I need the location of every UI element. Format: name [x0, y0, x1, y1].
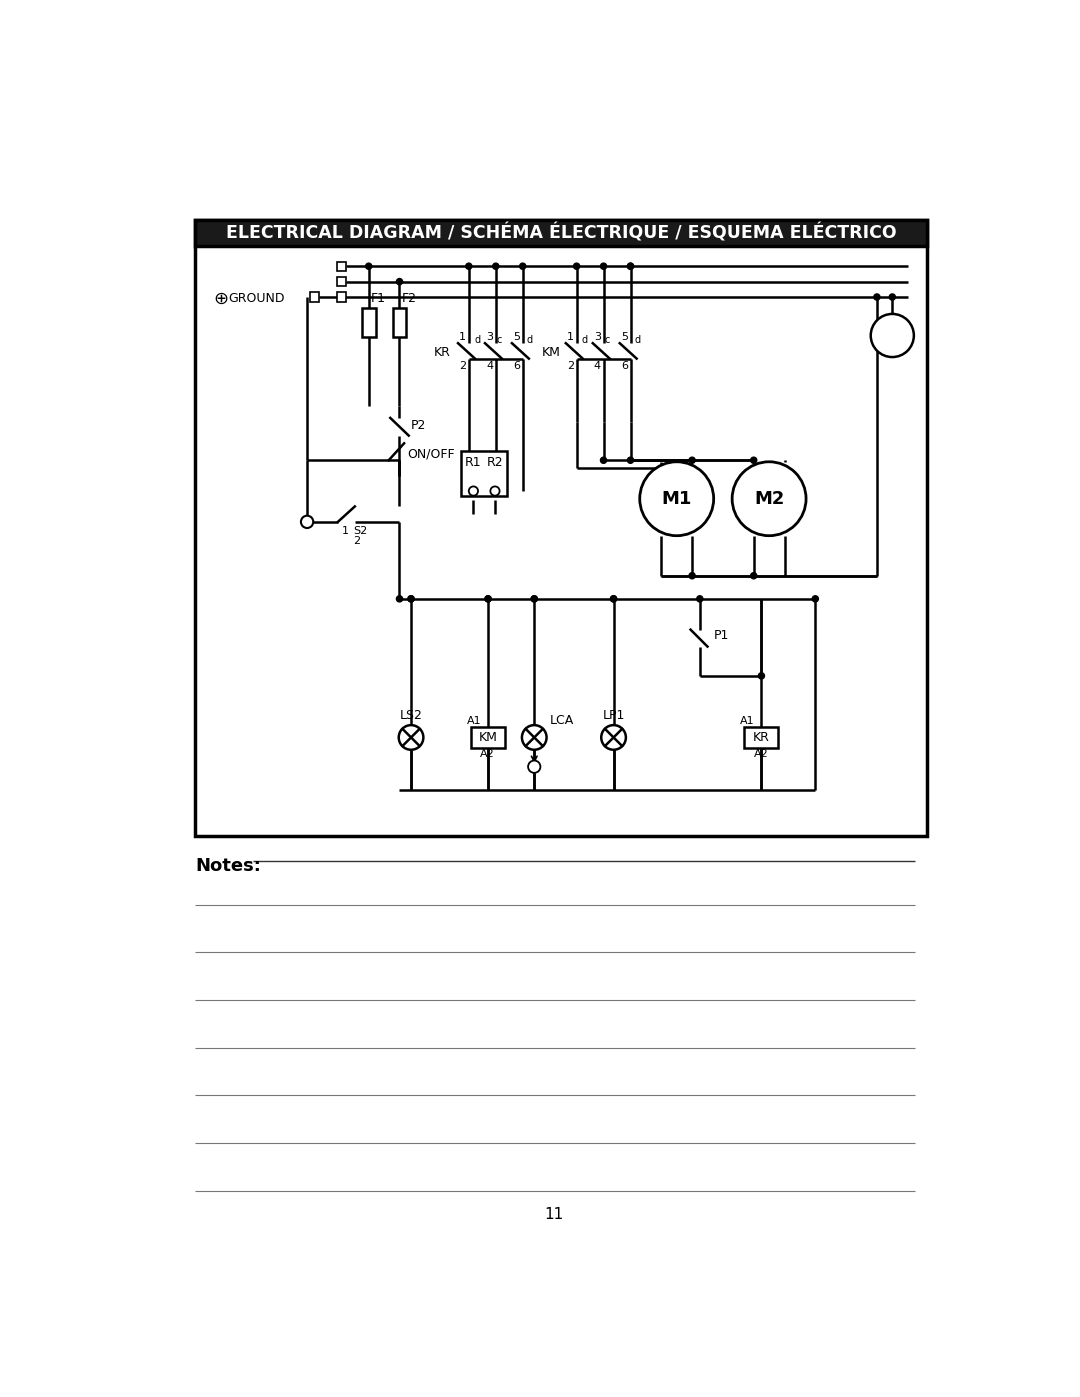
Bar — [195, 219, 927, 246]
Bar — [310, 292, 320, 302]
Circle shape — [522, 725, 546, 750]
Text: KR: KR — [434, 346, 451, 359]
Text: F1: F1 — [372, 292, 386, 305]
Bar — [362, 307, 376, 337]
Text: M1: M1 — [662, 490, 692, 507]
Text: A2: A2 — [754, 749, 769, 760]
Text: 2: 2 — [353, 536, 361, 546]
Text: A1: A1 — [740, 715, 755, 725]
Circle shape — [812, 595, 819, 602]
Circle shape — [602, 725, 626, 750]
Circle shape — [610, 595, 617, 602]
Circle shape — [485, 595, 491, 602]
Bar — [461, 451, 508, 496]
Text: d: d — [582, 335, 589, 345]
Bar — [471, 726, 505, 749]
Text: d: d — [527, 335, 532, 345]
Text: c: c — [497, 335, 502, 345]
Circle shape — [519, 263, 526, 270]
Bar — [195, 219, 927, 835]
Bar — [337, 277, 347, 286]
Circle shape — [600, 457, 607, 464]
Circle shape — [874, 293, 880, 300]
Text: LP1: LP1 — [603, 710, 624, 722]
Bar — [744, 726, 779, 749]
Bar — [392, 307, 406, 337]
Circle shape — [396, 278, 403, 285]
Text: S2: S2 — [353, 527, 367, 536]
Text: 1: 1 — [342, 527, 349, 536]
Circle shape — [732, 462, 806, 535]
Circle shape — [396, 595, 403, 602]
Circle shape — [751, 457, 757, 464]
Circle shape — [485, 595, 491, 602]
Circle shape — [758, 673, 765, 679]
Text: M2: M2 — [754, 490, 784, 507]
Text: d: d — [634, 335, 640, 345]
Circle shape — [465, 263, 472, 270]
Circle shape — [627, 263, 634, 270]
Text: c: c — [605, 335, 610, 345]
Circle shape — [689, 573, 696, 578]
Text: P2: P2 — [411, 419, 427, 432]
Circle shape — [639, 462, 714, 535]
Text: A2: A2 — [481, 749, 495, 760]
Text: F2: F2 — [402, 292, 417, 305]
Circle shape — [492, 263, 499, 270]
Circle shape — [610, 595, 617, 602]
Text: 6: 6 — [621, 362, 627, 372]
Circle shape — [531, 595, 538, 602]
Circle shape — [627, 263, 634, 270]
Text: 1: 1 — [459, 332, 467, 342]
Text: 4: 4 — [594, 362, 600, 372]
Circle shape — [301, 515, 313, 528]
Text: KM: KM — [478, 731, 498, 745]
Circle shape — [689, 457, 696, 464]
Text: LS2: LS2 — [400, 710, 422, 722]
Text: ⊕: ⊕ — [213, 289, 229, 307]
Circle shape — [573, 263, 580, 270]
Circle shape — [408, 595, 414, 602]
Text: LCA: LCA — [550, 714, 573, 726]
Text: R1: R1 — [465, 455, 482, 469]
Circle shape — [627, 457, 634, 464]
Circle shape — [870, 314, 914, 358]
Text: KM: KM — [542, 346, 561, 359]
Text: 5: 5 — [513, 332, 521, 342]
Circle shape — [490, 486, 500, 496]
Circle shape — [469, 486, 478, 496]
Text: 2: 2 — [459, 362, 467, 372]
Circle shape — [408, 595, 414, 602]
Circle shape — [531, 595, 538, 602]
Text: KR: KR — [753, 731, 770, 745]
Text: 3: 3 — [594, 332, 600, 342]
Text: Notes:: Notes: — [195, 856, 261, 875]
Circle shape — [366, 263, 372, 270]
Text: 4: 4 — [486, 362, 494, 372]
Circle shape — [528, 760, 540, 773]
Circle shape — [889, 293, 895, 300]
Text: 11: 11 — [544, 1207, 563, 1222]
Text: 5: 5 — [621, 332, 627, 342]
Text: R2: R2 — [487, 455, 503, 469]
Text: 6: 6 — [513, 362, 521, 372]
Bar — [337, 292, 347, 302]
Text: P1: P1 — [714, 629, 729, 643]
Text: d: d — [474, 335, 481, 345]
Circle shape — [600, 263, 607, 270]
Text: 3: 3 — [486, 332, 494, 342]
Bar — [337, 261, 347, 271]
Text: A1: A1 — [467, 715, 481, 725]
Circle shape — [399, 725, 423, 750]
Text: ON/OFF: ON/OFF — [407, 447, 455, 461]
Text: ELECTRICAL DIAGRAM / SCHÉMA ÉLECTRIQUE / ESQUEMA ELÉCTRICO: ELECTRICAL DIAGRAM / SCHÉMA ÉLECTRIQUE /… — [226, 224, 896, 243]
Circle shape — [697, 595, 703, 602]
Circle shape — [751, 573, 757, 578]
Text: 2: 2 — [567, 362, 573, 372]
Text: 1: 1 — [567, 332, 573, 342]
Text: GROUND: GROUND — [229, 292, 285, 305]
